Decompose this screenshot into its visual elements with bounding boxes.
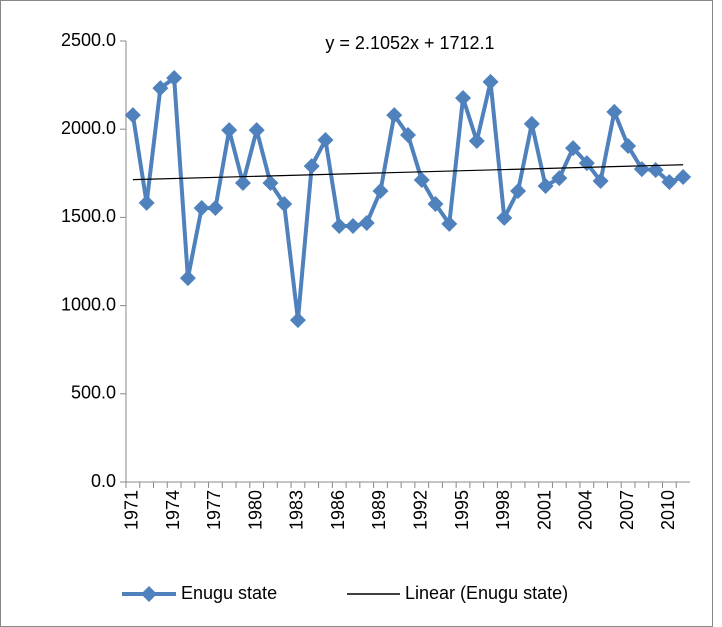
point-marker: [537, 178, 554, 195]
point-marker: [455, 89, 472, 106]
y-tick-label: 0.0: [91, 471, 116, 491]
x-tick-label: 1989: [369, 490, 389, 530]
point-marker: [207, 200, 224, 217]
legend-label: Enugu state: [181, 583, 277, 603]
point-marker: [413, 172, 430, 189]
x-tick-label: 1971: [122, 490, 142, 530]
y-tick-label: 1500.0: [61, 206, 116, 226]
point-marker: [138, 194, 155, 211]
x-tick-label: 1995: [452, 490, 472, 530]
point-marker: [193, 200, 210, 217]
point-marker: [386, 107, 403, 124]
point-marker: [441, 215, 458, 232]
point-marker: [317, 131, 334, 148]
point-marker: [303, 158, 320, 175]
legend-marker: [141, 586, 157, 602]
point-marker: [468, 133, 485, 150]
point-marker: [427, 195, 444, 212]
x-tick-label: 2001: [534, 490, 554, 530]
point-marker: [565, 140, 582, 157]
point-marker: [620, 137, 637, 154]
y-tick-label: 500.0: [71, 383, 116, 403]
point-marker: [166, 70, 183, 87]
x-tick-label: 1986: [328, 490, 348, 530]
point-marker: [592, 173, 609, 190]
point-marker: [523, 115, 540, 132]
point-marker: [124, 107, 141, 124]
point-marker: [221, 122, 238, 139]
point-marker: [661, 173, 678, 190]
point-marker: [482, 73, 499, 90]
point-marker: [152, 80, 169, 97]
legend-label: Linear (Enugu state): [405, 583, 568, 603]
x-tick-label: 1980: [245, 490, 265, 530]
point-marker: [331, 218, 348, 235]
point-marker: [289, 312, 306, 329]
trend-equation: y = 2.1052x + 1712.1: [325, 33, 494, 53]
x-tick-label: 1977: [204, 490, 224, 530]
point-marker: [496, 209, 513, 226]
y-tick-label: 2500.0: [61, 30, 116, 50]
point-marker: [179, 270, 196, 287]
point-marker: [344, 218, 361, 235]
point-marker: [675, 169, 692, 186]
point-marker: [400, 127, 416, 144]
y-tick-label: 2000.0: [61, 118, 116, 138]
point-marker: [248, 122, 265, 139]
point-marker: [276, 195, 293, 212]
x-tick-label: 1974: [163, 490, 183, 530]
trend-line: [132, 164, 684, 181]
x-tick-label: 2004: [576, 490, 596, 530]
point-marker: [372, 182, 389, 199]
point-marker: [262, 175, 279, 192]
point-marker: [633, 161, 650, 178]
point-marker: [510, 182, 527, 199]
x-tick-label: 2007: [617, 490, 637, 530]
point-marker: [234, 175, 251, 192]
point-marker: [551, 170, 568, 187]
point-marker: [358, 215, 375, 232]
point-marker: [606, 103, 623, 120]
x-tick-label: 1992: [411, 490, 431, 530]
x-tick-label: 2010: [658, 490, 678, 530]
x-tick-label: 1998: [493, 490, 513, 530]
x-tick-label: 1983: [287, 490, 307, 530]
y-tick-label: 1000.0: [61, 294, 116, 314]
